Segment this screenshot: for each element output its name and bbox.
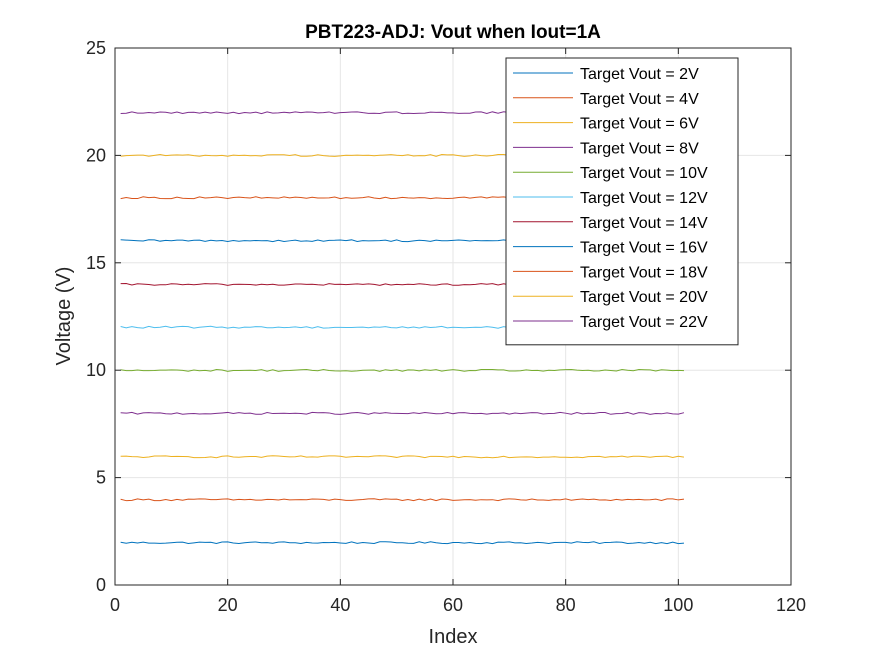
- x-tick-label: 100: [663, 595, 693, 615]
- x-tick-label: 20: [218, 595, 238, 615]
- legend-label: Target Vout = 22V: [580, 314, 708, 331]
- legend-label: Target Vout = 14V: [580, 215, 708, 232]
- legend-box: [505, 57, 739, 346]
- x-axis-label: Index: [429, 626, 478, 648]
- legend-label: Target Vout = 18V: [580, 264, 708, 281]
- y-tick-label: 25: [86, 38, 106, 58]
- legend-label: Target Vout = 2V: [580, 66, 699, 83]
- x-tick-label: 80: [556, 595, 576, 615]
- series-line: [120, 455, 685, 459]
- x-tick-label: 0: [110, 595, 120, 615]
- x-tick-label: 120: [776, 595, 806, 615]
- series-line: [120, 541, 685, 545]
- legend-label: Target Vout = 6V: [580, 116, 699, 133]
- series-line: [120, 411, 685, 415]
- series-line: [120, 498, 685, 502]
- x-tick-label: 40: [330, 595, 350, 615]
- x-tick-label: 60: [443, 595, 463, 615]
- y-axis-label: Voltage (V): [53, 267, 75, 366]
- series-line: [120, 368, 684, 372]
- legend-label: Target Vout = 8V: [580, 140, 699, 157]
- y-tick-label: 15: [86, 253, 106, 273]
- legend-label: Target Vout = 12V: [580, 190, 708, 207]
- legend-label: Target Vout = 20V: [580, 289, 708, 306]
- legend-label: Target Vout = 4V: [580, 91, 699, 108]
- y-tick-label: 5: [96, 468, 106, 488]
- legend-label: Target Vout = 16V: [580, 240, 708, 257]
- legend-label: Target Vout = 10V: [580, 165, 708, 182]
- y-tick-label: 20: [86, 145, 106, 165]
- y-tick-label: 0: [96, 575, 106, 595]
- ticks: 0 20 40 60 80 100 120 0 5 10 15 20 25: [86, 38, 806, 615]
- legend: Target Vout = 2V Target Vout = 4V Target V…: [505, 57, 739, 346]
- chart-title: PBT223-ADJ: Vout when Iout=1A: [305, 22, 601, 43]
- y-tick-label: 10: [86, 360, 106, 380]
